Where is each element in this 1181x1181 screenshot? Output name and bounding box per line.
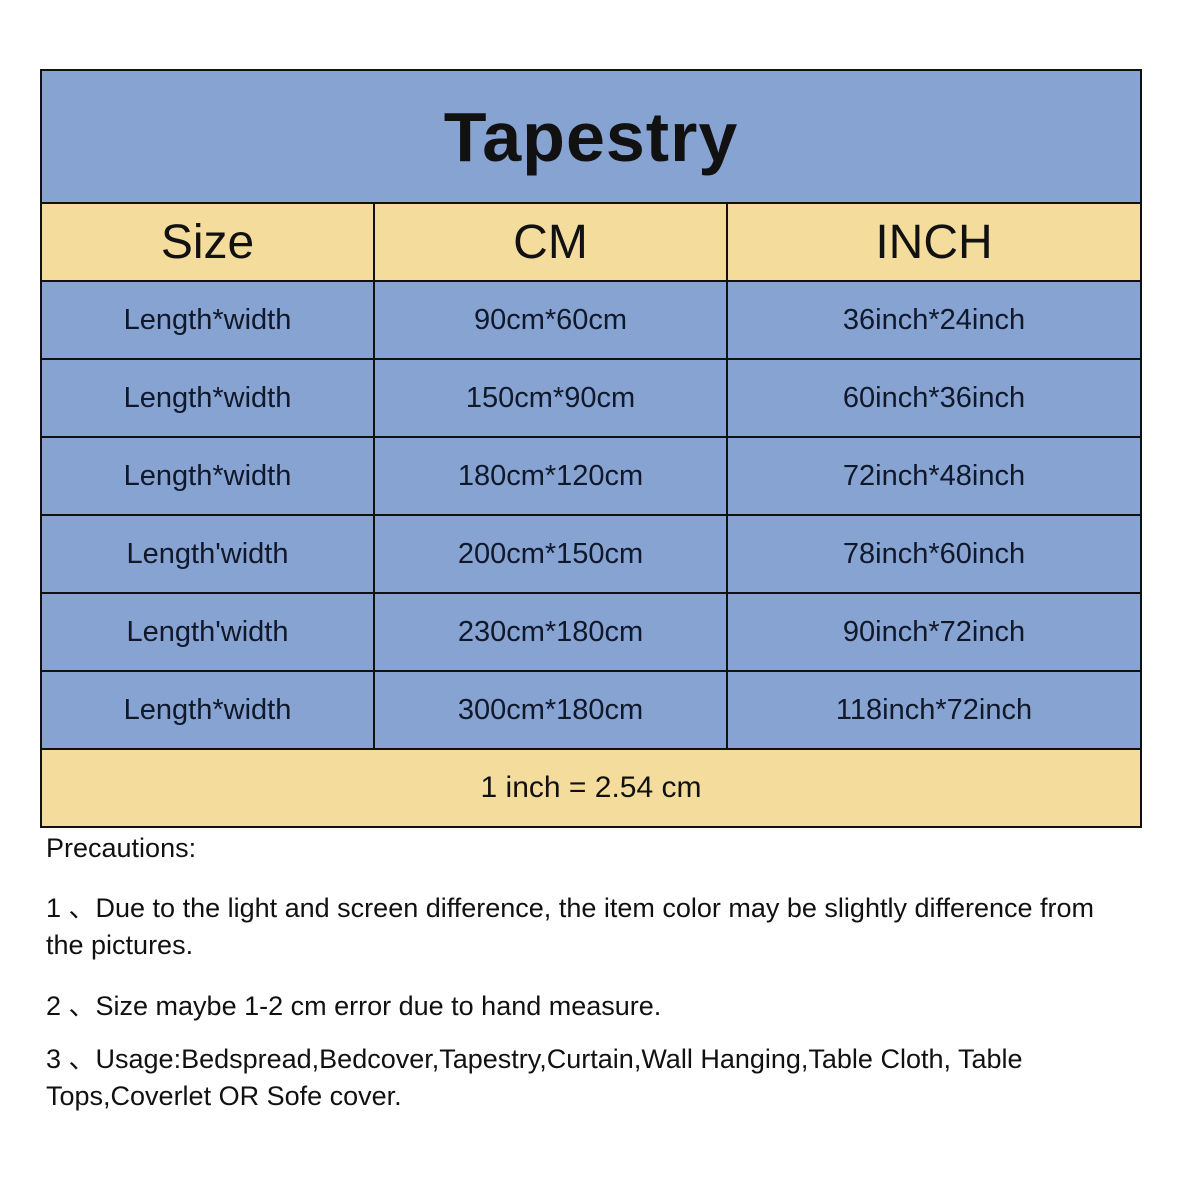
header-inch: INCH <box>875 215 993 269</box>
cell-size: Length'width <box>42 594 375 670</box>
header-row: Size CM INCH <box>42 204 1140 282</box>
cell-size: Length*width <box>42 282 375 358</box>
table-row: Length*width 180cm*120cm 72inch*48inch <box>42 438 1140 516</box>
cell-inch: 60inch*36inch <box>842 381 1026 414</box>
cell-inch: 90inch*72inch <box>842 615 1026 648</box>
cell-cm: 90cm*60cm <box>375 282 728 358</box>
cell-size: Length'width <box>42 516 375 592</box>
cell-cm: 230cm*180cm <box>375 594 728 670</box>
conversion-footer: 1 inch = 2.54 cm <box>42 750 1140 826</box>
table-title: Tapestry <box>42 71 1140 204</box>
precaution-item: 3 、Usage:Bedspread,Bedcover,Tapestry,Cur… <box>46 1044 1023 1111</box>
cell-size: Length*width <box>42 438 375 514</box>
cell-size: Length*width <box>42 360 375 436</box>
cell-inch: 78inch*60inch <box>842 537 1026 570</box>
precaution-item: 1 、Due to the light and screen differenc… <box>46 893 1095 960</box>
header-cm: CM <box>375 204 728 280</box>
size-table: Tapestry Size CM INCH Length*width 90cm*… <box>40 69 1142 828</box>
precautions: Precautions: 1 、Due to the light and scr… <box>46 830 1146 1115</box>
precaution-item: 2 、Size maybe 1-2 cm error due to hand m… <box>46 991 662 1021</box>
header-size: Size <box>42 204 375 280</box>
table-row: Length'width 230cm*180cm 90inch*72inch <box>42 594 1140 672</box>
cell-cm: 180cm*120cm <box>375 438 728 514</box>
cell-cm: 300cm*180cm <box>375 672 728 748</box>
cell-cm: 150cm*90cm <box>375 360 728 436</box>
cell-inch: 118inch*72inch <box>835 693 1033 726</box>
precautions-heading: Precautions: <box>46 833 197 863</box>
table-row: Length*width 150cm*90cm 60inch*36inch <box>42 360 1140 438</box>
cell-size: Length*width <box>42 672 375 748</box>
cell-cm: 200cm*150cm <box>375 516 728 592</box>
cell-inch: 72inch*48inch <box>842 459 1026 492</box>
cell-inch: 36inch*24inch <box>842 303 1026 336</box>
table-row: Length'width 200cm*150cm 78inch*60inch <box>42 516 1140 594</box>
table-row: Length*width 90cm*60cm 36inch*24inch <box>42 282 1140 360</box>
table-row: Length*width 300cm*180cm 118inch*72inch <box>42 672 1140 750</box>
